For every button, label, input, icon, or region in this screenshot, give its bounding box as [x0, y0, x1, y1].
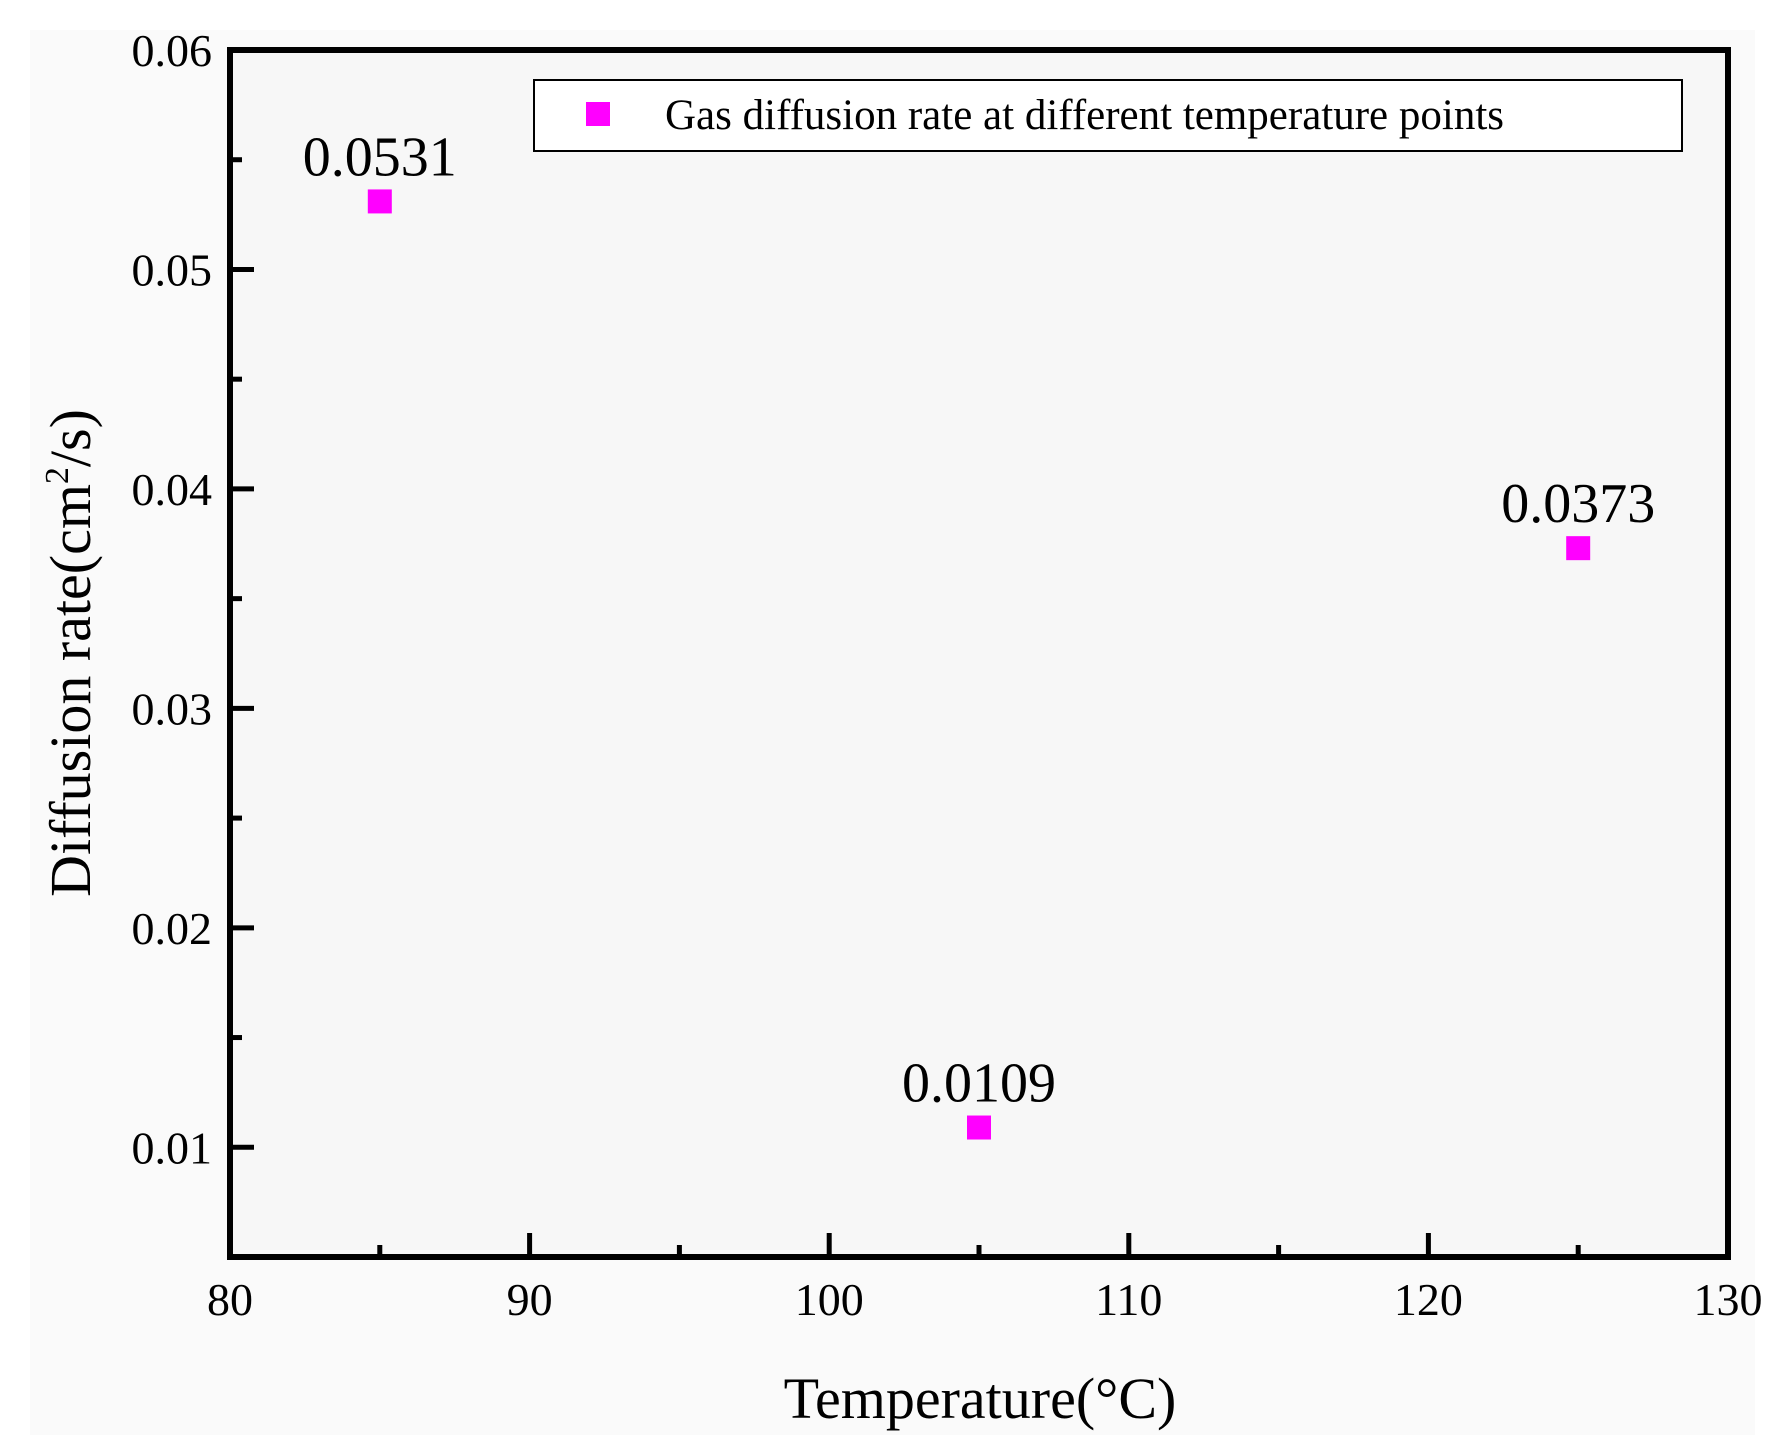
y-tick-label: 0.06 [132, 25, 213, 76]
y-tick-label: 0.03 [132, 683, 213, 734]
data-labels: 0.0531 0.0109 0.0373 [303, 126, 1655, 1114]
data-point [367, 189, 392, 214]
y-axis-title: Diffusion rate(cm2/s) [38, 409, 103, 897]
y-tick-label: 0.01 [132, 1122, 213, 1173]
y-tick-label: 0.05 [132, 244, 213, 295]
legend-box [533, 79, 1683, 152]
legend-label: Gas diffusion rate at different temperat… [665, 92, 1504, 139]
data-point [1566, 536, 1591, 561]
y-axis-title-superscript: 2 [39, 467, 76, 484]
data-points [367, 189, 1591, 1140]
plot-area [227, 47, 1731, 1260]
x-tick-label: 120 [1394, 1274, 1463, 1325]
y-tick-label: 0.02 [132, 903, 213, 954]
data-point-label: 0.0531 [303, 126, 457, 188]
x-axis-title: Temperature(°C) [784, 1366, 1177, 1431]
axis-ticks [227, 47, 1731, 1257]
x-tick-label: 130 [1694, 1274, 1763, 1325]
legend-marker-swatch [586, 102, 610, 126]
x-tick-label: 80 [207, 1274, 253, 1325]
y-axis-title-main: Diffusion rate(cm [38, 484, 103, 897]
x-tick-label: 110 [1095, 1274, 1162, 1325]
legend: Gas diffusion rate at different temperat… [533, 79, 1683, 152]
x-tick-label: 90 [507, 1274, 553, 1325]
data-point-label: 0.0373 [1501, 473, 1655, 535]
axis-tick-labels: 80 90 100 110 120 130 0.01 0.02 0.03 0.04 0.05 0.06 [132, 25, 1763, 1325]
x-tick-label: 100 [795, 1274, 864, 1325]
data-point-label: 0.0109 [902, 1053, 1056, 1115]
y-axis-title-end: /s) [38, 409, 103, 467]
y-tick-label: 0.04 [132, 464, 213, 515]
data-point [967, 1115, 991, 1140]
